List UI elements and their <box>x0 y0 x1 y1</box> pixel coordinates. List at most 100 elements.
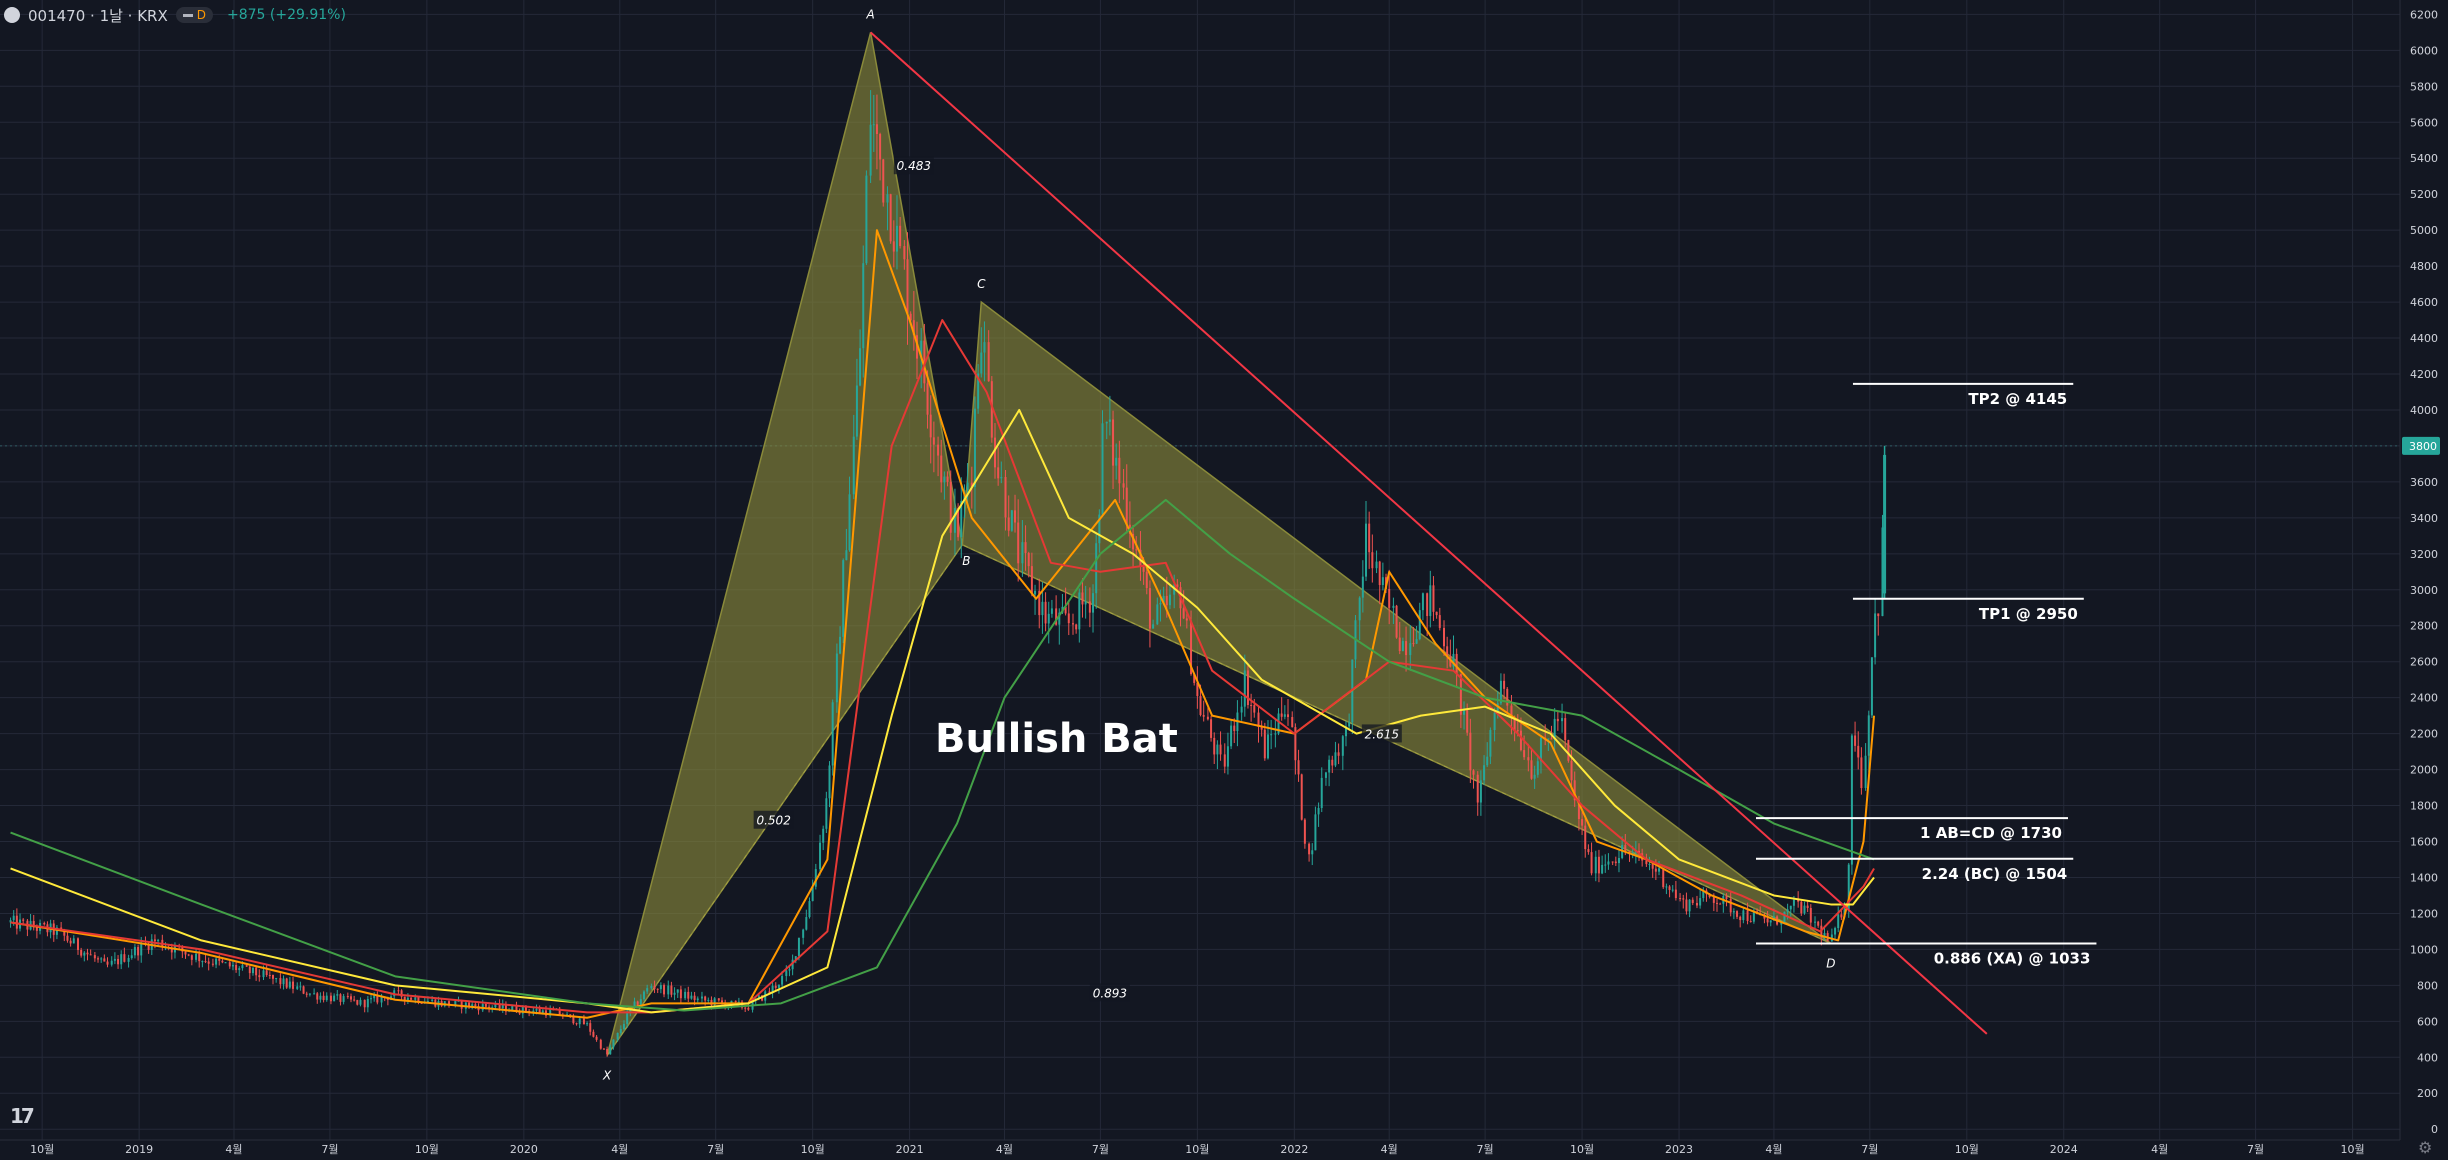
pattern-xab <box>606 32 964 1056</box>
ratio-label-bg <box>753 810 794 829</box>
candle-body <box>684 991 687 999</box>
candle-body <box>737 1001 740 1003</box>
time-tick-label: 10월 <box>801 1143 825 1156</box>
symbol-header[interactable]: 001470 · 1날 · KRX D +875 (+29.91%) <box>4 4 346 26</box>
ratio-label-bg <box>1361 724 1402 743</box>
candle-body <box>241 965 244 969</box>
candle-body <box>1527 757 1530 761</box>
moving-average-line <box>10 319 1875 1014</box>
candle-body <box>1530 760 1533 779</box>
price-tick-label: 1800 <box>2410 800 2438 813</box>
candle-body <box>207 961 210 964</box>
candle-body <box>1421 593 1424 611</box>
candle-body <box>1607 861 1610 865</box>
candle-body <box>211 963 214 965</box>
candle-body <box>248 966 251 974</box>
candle-body <box>1573 780 1576 801</box>
target-level-label: 1 AB=CD @ 1730 <box>1920 824 2062 842</box>
candle-body <box>366 999 369 1008</box>
candle-body <box>1604 864 1607 866</box>
candle-body <box>906 259 909 314</box>
candle-body <box>1823 933 1826 938</box>
candle-body <box>1223 754 1226 767</box>
moving-average-line <box>10 498 1875 1012</box>
candle-body <box>659 985 662 990</box>
candle-body <box>1101 423 1104 515</box>
candle-body <box>1472 770 1475 775</box>
candle-body <box>1806 905 1809 909</box>
candle-body <box>1769 920 1772 923</box>
interval-pill[interactable]: D <box>175 7 213 23</box>
candle-body <box>1438 615 1441 628</box>
candle-body <box>43 922 46 925</box>
candle-body <box>1368 523 1371 553</box>
candle-body <box>1590 852 1593 874</box>
candle-body <box>541 1010 544 1013</box>
price-tick-label: 6200 <box>2410 8 2438 21</box>
candle-body <box>903 246 906 260</box>
candle-body <box>288 981 291 988</box>
candle-body <box>120 954 123 965</box>
candle-body <box>1594 856 1597 874</box>
candle-body <box>1283 714 1286 717</box>
candle-body <box>1479 780 1482 803</box>
candle-body <box>1426 593 1429 617</box>
candle-body <box>1881 527 1884 617</box>
candle-body <box>912 320 915 336</box>
candle-body <box>55 927 58 935</box>
candle-body <box>86 952 89 955</box>
candle-body <box>1536 761 1539 775</box>
candle-body <box>333 995 336 1002</box>
candle-body <box>376 995 379 1003</box>
price-tick-label: 200 <box>2417 1087 2438 1100</box>
candle-body <box>184 951 187 955</box>
candle-body <box>797 937 800 957</box>
candle-body <box>1877 613 1880 617</box>
candle-body <box>1095 543 1098 594</box>
candle-body <box>1168 594 1171 606</box>
moving-average-line <box>10 408 1875 1014</box>
candle-body <box>1489 730 1492 757</box>
candle-body <box>221 960 224 963</box>
candle-body <box>198 953 201 962</box>
candle-body <box>190 955 193 960</box>
candle-body <box>1459 674 1462 715</box>
gear-icon[interactable]: ⚙ <box>2418 1138 2433 1157</box>
candle-body <box>1044 601 1047 624</box>
candle-body <box>721 1000 724 1003</box>
candle-body <box>1476 774 1479 803</box>
candle-body <box>359 999 362 1005</box>
candle-body <box>12 915 15 921</box>
candle-body <box>586 1023 589 1025</box>
price-tick-label: 3000 <box>2410 584 2438 597</box>
price-tick-label: 5600 <box>2410 116 2438 129</box>
candle-body <box>1115 457 1118 466</box>
candle-body <box>785 970 788 977</box>
candle-body <box>1466 710 1469 733</box>
candle-body <box>1253 705 1256 713</box>
ratio-label: 0.483 <box>897 159 931 173</box>
candle-body <box>356 1000 359 1005</box>
candle-body <box>960 501 963 538</box>
candle-body <box>1725 896 1728 899</box>
candle-body <box>693 995 696 1001</box>
candle-body <box>1780 922 1783 925</box>
candle-body <box>1098 514 1101 544</box>
ratio-label: 0.502 <box>756 814 790 828</box>
candle-body <box>1021 542 1024 564</box>
candle-body <box>1854 735 1857 746</box>
candle-body <box>1287 714 1290 718</box>
time-tick-label: 2020 <box>510 1143 538 1156</box>
candle-body <box>1314 814 1317 851</box>
moving-average-line <box>10 229 1876 1019</box>
candle-body <box>518 1012 521 1014</box>
time-tick-label: 2021 <box>896 1143 924 1156</box>
candle-body <box>1570 760 1573 781</box>
candle-body <box>1088 601 1091 613</box>
candle-body <box>484 1004 487 1007</box>
candle-body <box>882 159 885 203</box>
time-tick-label: 7월 <box>707 1143 724 1156</box>
tradingview-logo-icon[interactable]: 17 <box>10 1104 35 1128</box>
candle-body <box>977 373 980 409</box>
